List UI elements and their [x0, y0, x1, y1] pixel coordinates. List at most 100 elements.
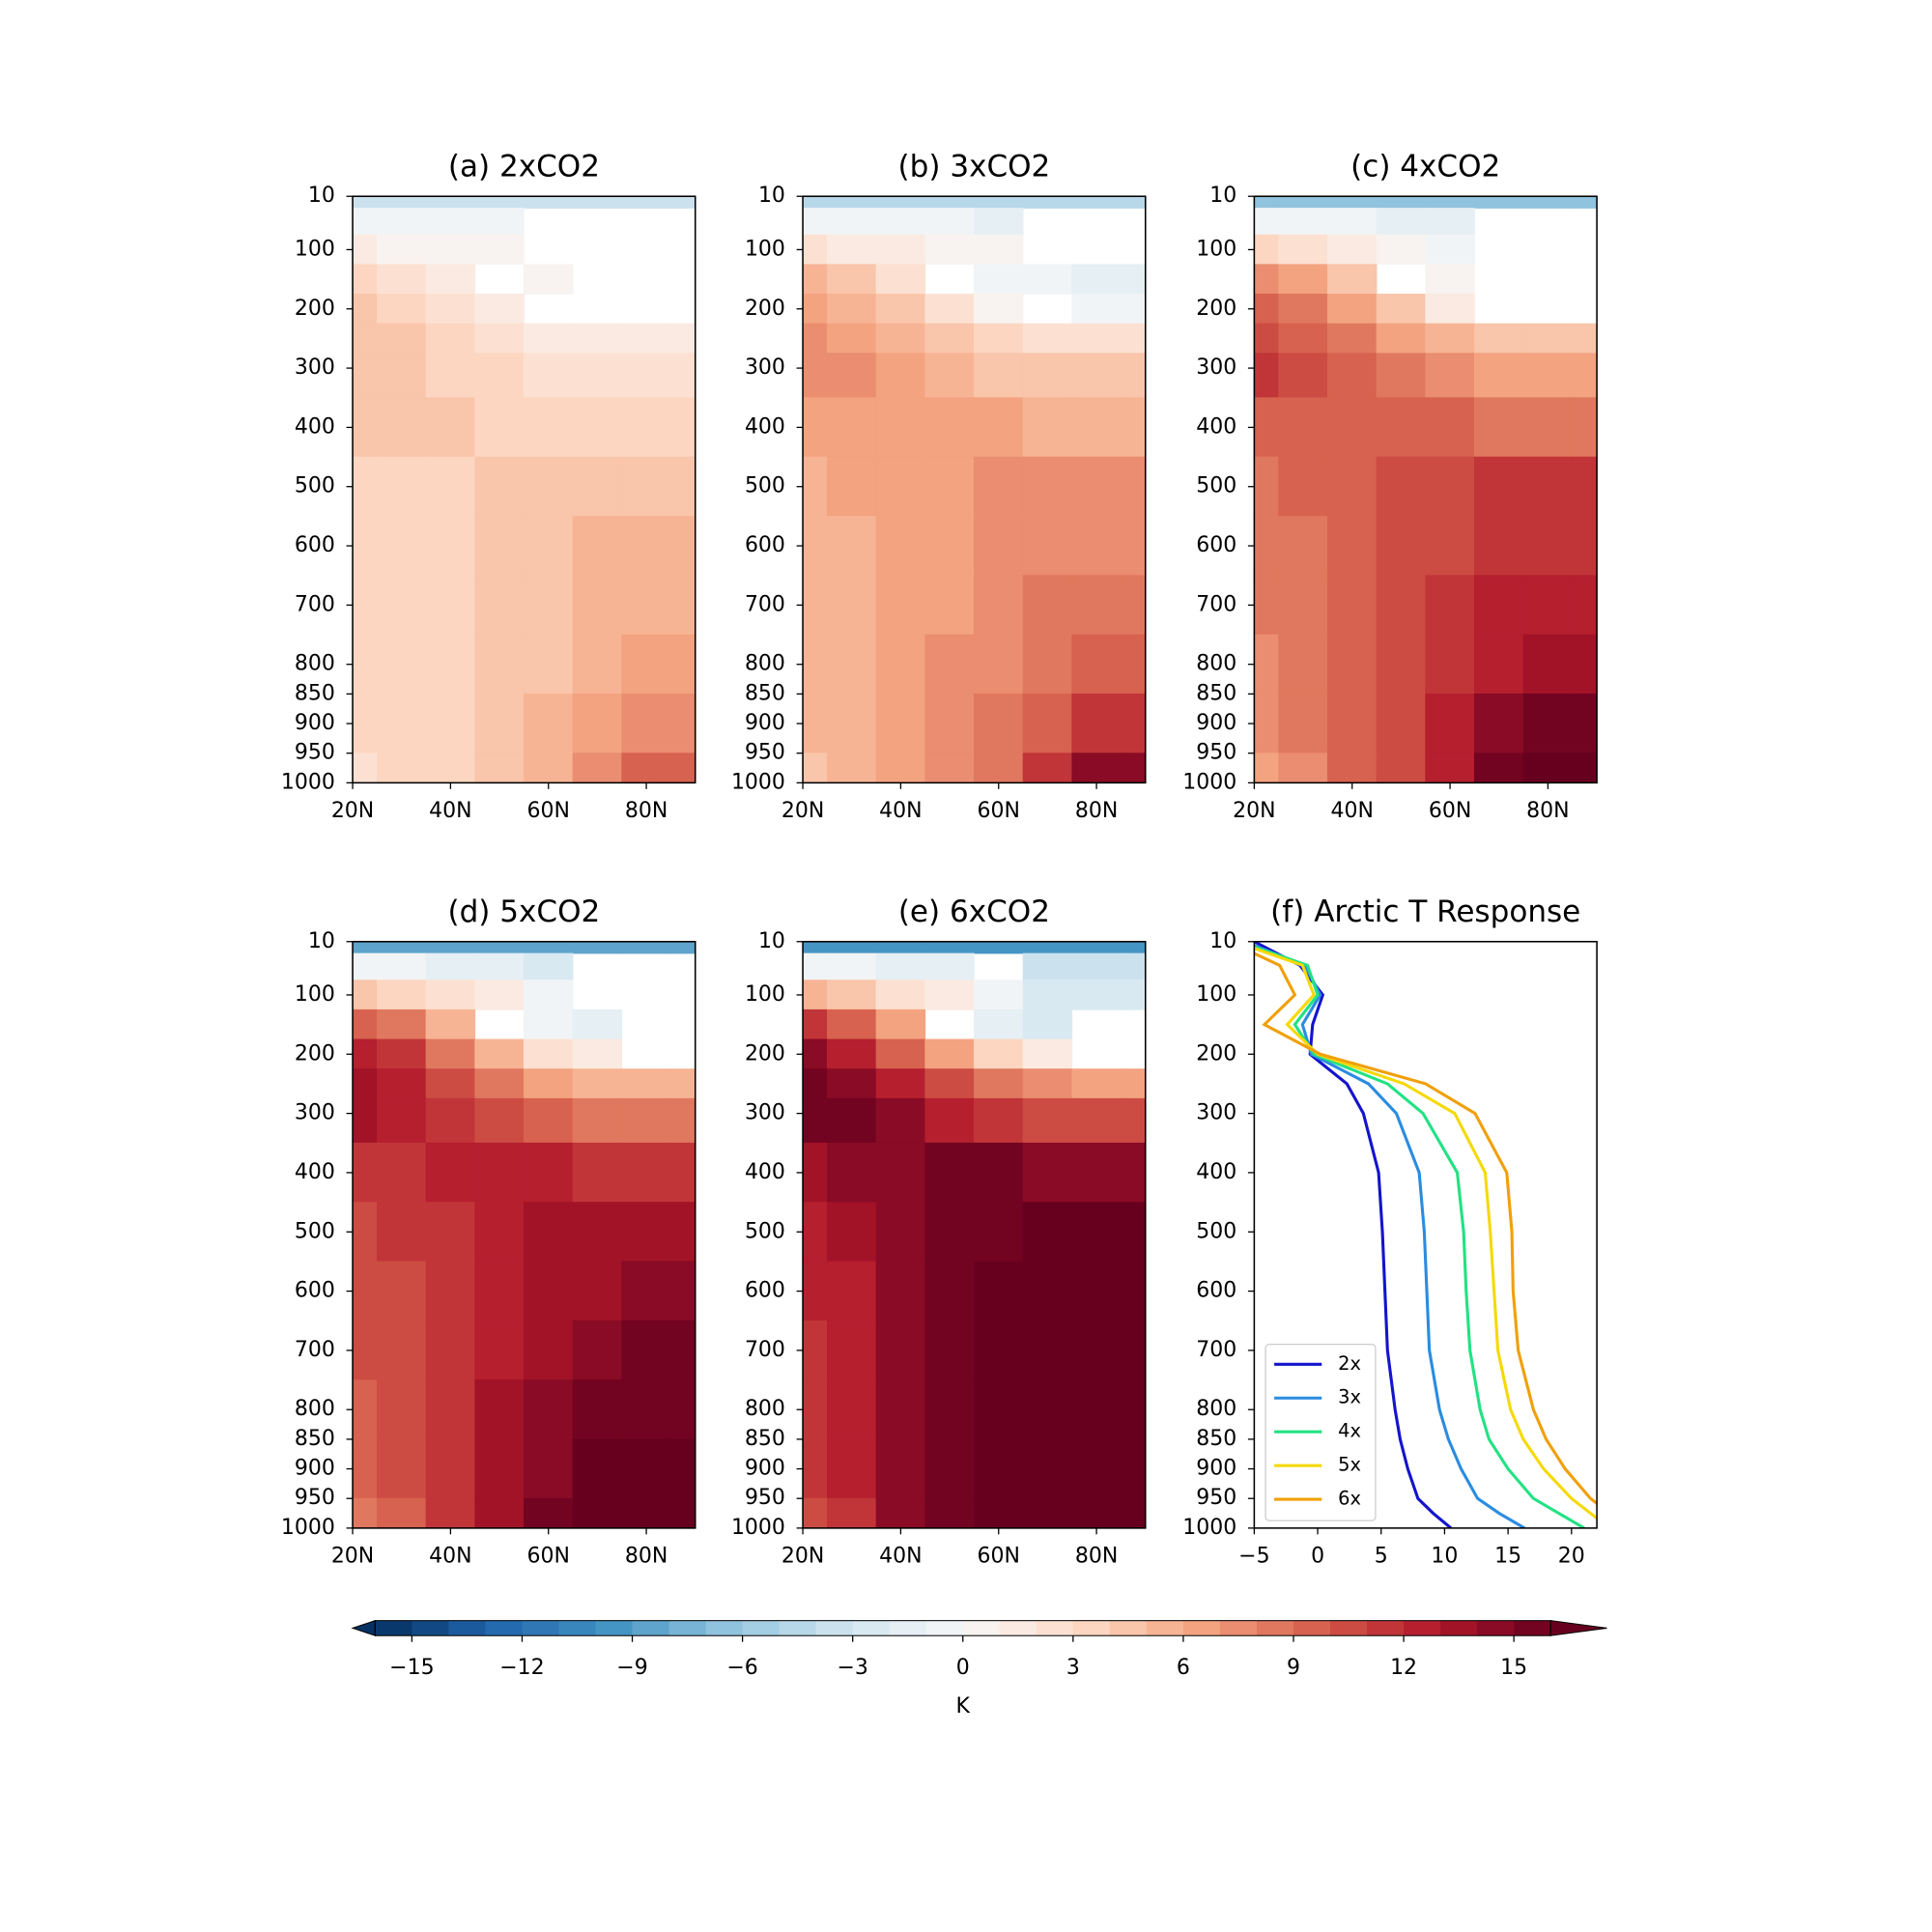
colorbar-segment — [412, 1620, 449, 1636]
field-cell — [1425, 397, 1475, 458]
field-cell — [1071, 456, 1122, 517]
field-cell — [1022, 353, 1073, 399]
field-cell — [1022, 1097, 1073, 1144]
field-cell — [352, 634, 378, 695]
colorbar-segment — [1440, 1620, 1478, 1636]
y-tick-label: 100 — [1196, 237, 1236, 261]
y-tick-label: 800 — [1196, 652, 1236, 676]
field-cell — [802, 1261, 828, 1321]
field-cell — [425, 397, 476, 458]
field-cell — [924, 195, 975, 209]
y-tick-label: 200 — [295, 297, 335, 321]
field-cell — [802, 1320, 828, 1380]
field-cell — [621, 353, 671, 399]
y-tick-label: 500 — [295, 474, 335, 498]
field-cell — [875, 941, 926, 954]
panel-title: (a) 2xCO2 — [448, 149, 600, 184]
field-cell — [670, 1068, 696, 1099]
field-cell — [572, 456, 623, 517]
y-tick-label: 300 — [295, 1101, 335, 1125]
field-cell — [352, 516, 378, 577]
field-cell — [670, 1261, 696, 1321]
field-cell — [875, 693, 926, 754]
field-cell — [1572, 634, 1598, 695]
field-cell — [974, 1261, 1024, 1321]
x-tick-label: 20 — [1558, 1545, 1585, 1569]
field-cell — [802, 1497, 828, 1529]
panel-title: (f) Arctic T Response — [1270, 895, 1580, 929]
field-cell — [974, 1202, 1024, 1263]
field-cell — [1071, 323, 1122, 355]
y-tick-label: 300 — [295, 355, 335, 380]
x-tick-label: 0 — [1311, 1545, 1324, 1569]
field-cell — [524, 634, 574, 695]
field-cell — [474, 1202, 525, 1263]
y-tick-label: 100 — [745, 237, 785, 261]
field-cell — [802, 195, 828, 209]
field-cell — [1326, 294, 1378, 325]
field-cell — [1121, 1068, 1147, 1099]
field-cell — [1022, 941, 1073, 954]
field-cell — [376, 1009, 427, 1040]
x-tick-label: 80N — [1075, 799, 1118, 823]
field-cell — [1522, 323, 1574, 355]
field-cell — [572, 195, 623, 209]
field-cell — [875, 753, 926, 783]
y-tick-label: 700 — [295, 592, 335, 616]
field-cell — [572, 1097, 623, 1144]
field-cell — [572, 516, 623, 577]
panel-title: (e) 6xCO2 — [898, 895, 1050, 929]
x-tick-label: 80N — [625, 1545, 668, 1569]
y-tick-label: 10 — [758, 929, 785, 953]
field-cell — [1022, 323, 1073, 355]
field-cell — [572, 1142, 623, 1203]
field-cell — [376, 353, 427, 399]
legend-label: 5x — [1338, 1454, 1361, 1476]
field-cell — [1121, 575, 1147, 636]
field-cell — [1425, 234, 1475, 266]
field-cell — [474, 195, 525, 209]
field-cell — [425, 1497, 476, 1529]
field-cell — [1376, 516, 1427, 577]
field-cell — [352, 1202, 378, 1263]
field-cell — [1474, 397, 1524, 458]
colorbar-segment — [742, 1620, 781, 1636]
field-cell — [425, 693, 476, 754]
field-cell — [1376, 294, 1427, 325]
x-tick-label: 40N — [429, 1545, 471, 1569]
field-cell — [827, 575, 877, 636]
y-tick-label: 950 — [745, 741, 785, 765]
field-cell — [1425, 353, 1475, 399]
field-cell — [1022, 1320, 1073, 1380]
field-cell — [1326, 516, 1378, 577]
y-tick-label: 400 — [295, 414, 335, 439]
field-cell — [670, 1320, 696, 1380]
field-cell — [924, 1261, 975, 1321]
field-cell — [1121, 1438, 1147, 1499]
field-cell — [1425, 264, 1475, 295]
y-tick-label: 800 — [295, 1397, 335, 1421]
field-cell — [974, 1038, 1024, 1069]
field-cell — [524, 1379, 574, 1440]
field-cell — [474, 456, 525, 517]
y-tick-label: 300 — [1196, 1101, 1236, 1125]
field-cell — [376, 634, 427, 695]
field-cell — [1425, 195, 1475, 209]
panel-title: (d) 5xCO2 — [447, 895, 600, 929]
field-cell — [524, 941, 574, 954]
field-cell — [1121, 952, 1147, 981]
field-cell — [376, 1379, 427, 1440]
y-tick-label: 500 — [295, 1219, 335, 1243]
field-cell — [425, 575, 476, 636]
y-tick-label: 850 — [745, 1427, 785, 1451]
axes-frame — [352, 195, 696, 784]
field-cell — [524, 1438, 574, 1499]
field-cell — [974, 264, 1024, 295]
y-tick-label: 700 — [295, 1338, 335, 1362]
field-cell — [827, 264, 877, 295]
field-cell — [621, 1142, 671, 1203]
y-tick-label: 850 — [295, 1427, 335, 1451]
field-cell — [1278, 208, 1328, 236]
y-tick-label: 600 — [295, 533, 335, 557]
